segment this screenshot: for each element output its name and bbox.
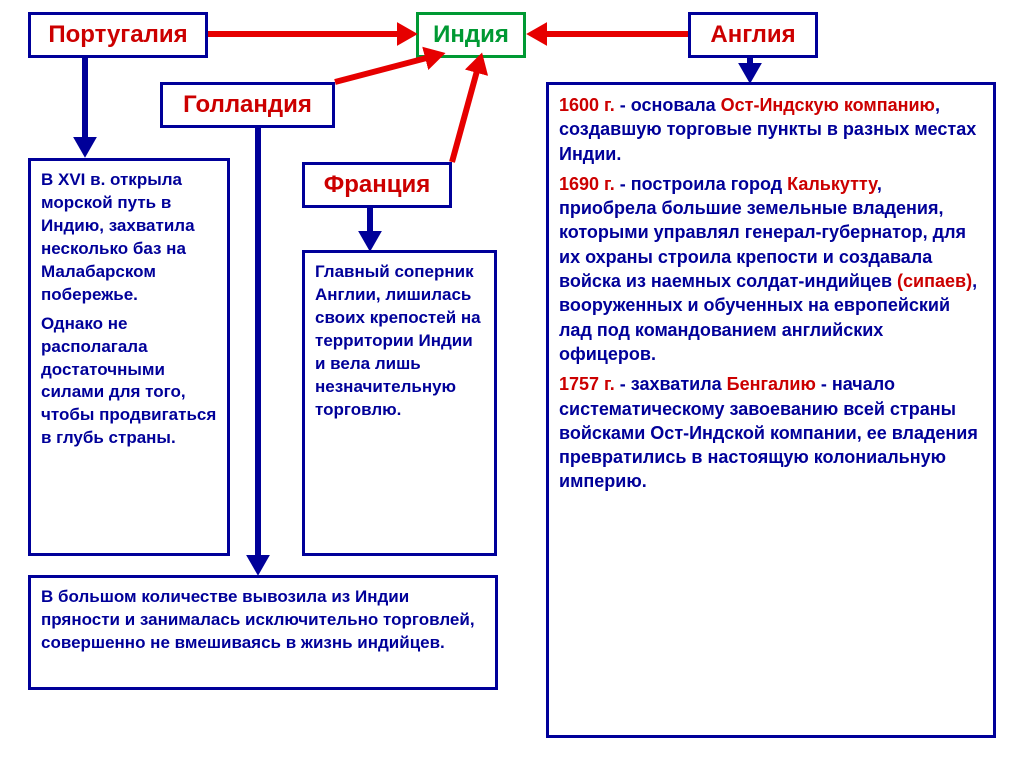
- highlight-text: Бенгалию: [727, 374, 816, 394]
- desc-portugal: В XVI в. открыла морской путь в Индию, з…: [28, 158, 230, 556]
- label: Англия: [710, 21, 795, 48]
- body-text: - основала: [615, 95, 721, 115]
- node-holland: Голландия: [160, 82, 335, 128]
- highlight-text: 1600 г.: [559, 95, 615, 115]
- paragraph: Главный соперник Англии, лишилась своих …: [315, 261, 484, 422]
- desc-england: 1600 г. - основала Ост-Индскую компанию,…: [546, 82, 996, 738]
- arrow: [335, 55, 438, 82]
- label: Португалия: [48, 21, 187, 48]
- paragraph: В большом количестве вывозила из Индии п…: [41, 586, 485, 655]
- paragraph: В XVI в. открыла морской путь в Индию, з…: [41, 169, 217, 307]
- desc-france: Главный соперник Англии, лишилась своих …: [302, 250, 497, 556]
- highlight-text: 1690 г.: [559, 174, 615, 194]
- label: Индия: [433, 21, 509, 48]
- label: Голландия: [183, 91, 312, 118]
- label: Франция: [324, 171, 431, 198]
- paragraph: 1757 г. - захватила Бенгалию - начало си…: [559, 372, 983, 493]
- desc-holland: В большом количестве вывозила из Индии п…: [28, 575, 498, 690]
- node-england: Англия: [688, 12, 818, 58]
- node-france: Франция: [302, 162, 452, 208]
- node-portugal: Португалия: [28, 12, 208, 58]
- highlight-text: (сипаев): [897, 271, 972, 291]
- paragraph: 1690 г. - построила город Калькутту, при…: [559, 172, 983, 366]
- highlight-text: Ост-Индскую компанию: [721, 95, 935, 115]
- highlight-text: 1757 г.: [559, 374, 615, 394]
- node-india: Индия: [416, 12, 526, 58]
- body-text: - построила город: [615, 174, 787, 194]
- highlight-text: Калькутту: [787, 174, 877, 194]
- body-text: - захватила: [615, 374, 727, 394]
- paragraph: 1600 г. - основала Ост-Индскую компанию,…: [559, 93, 983, 166]
- paragraph: Однако не располагала достаточными силам…: [41, 313, 217, 451]
- arrow: [452, 60, 480, 162]
